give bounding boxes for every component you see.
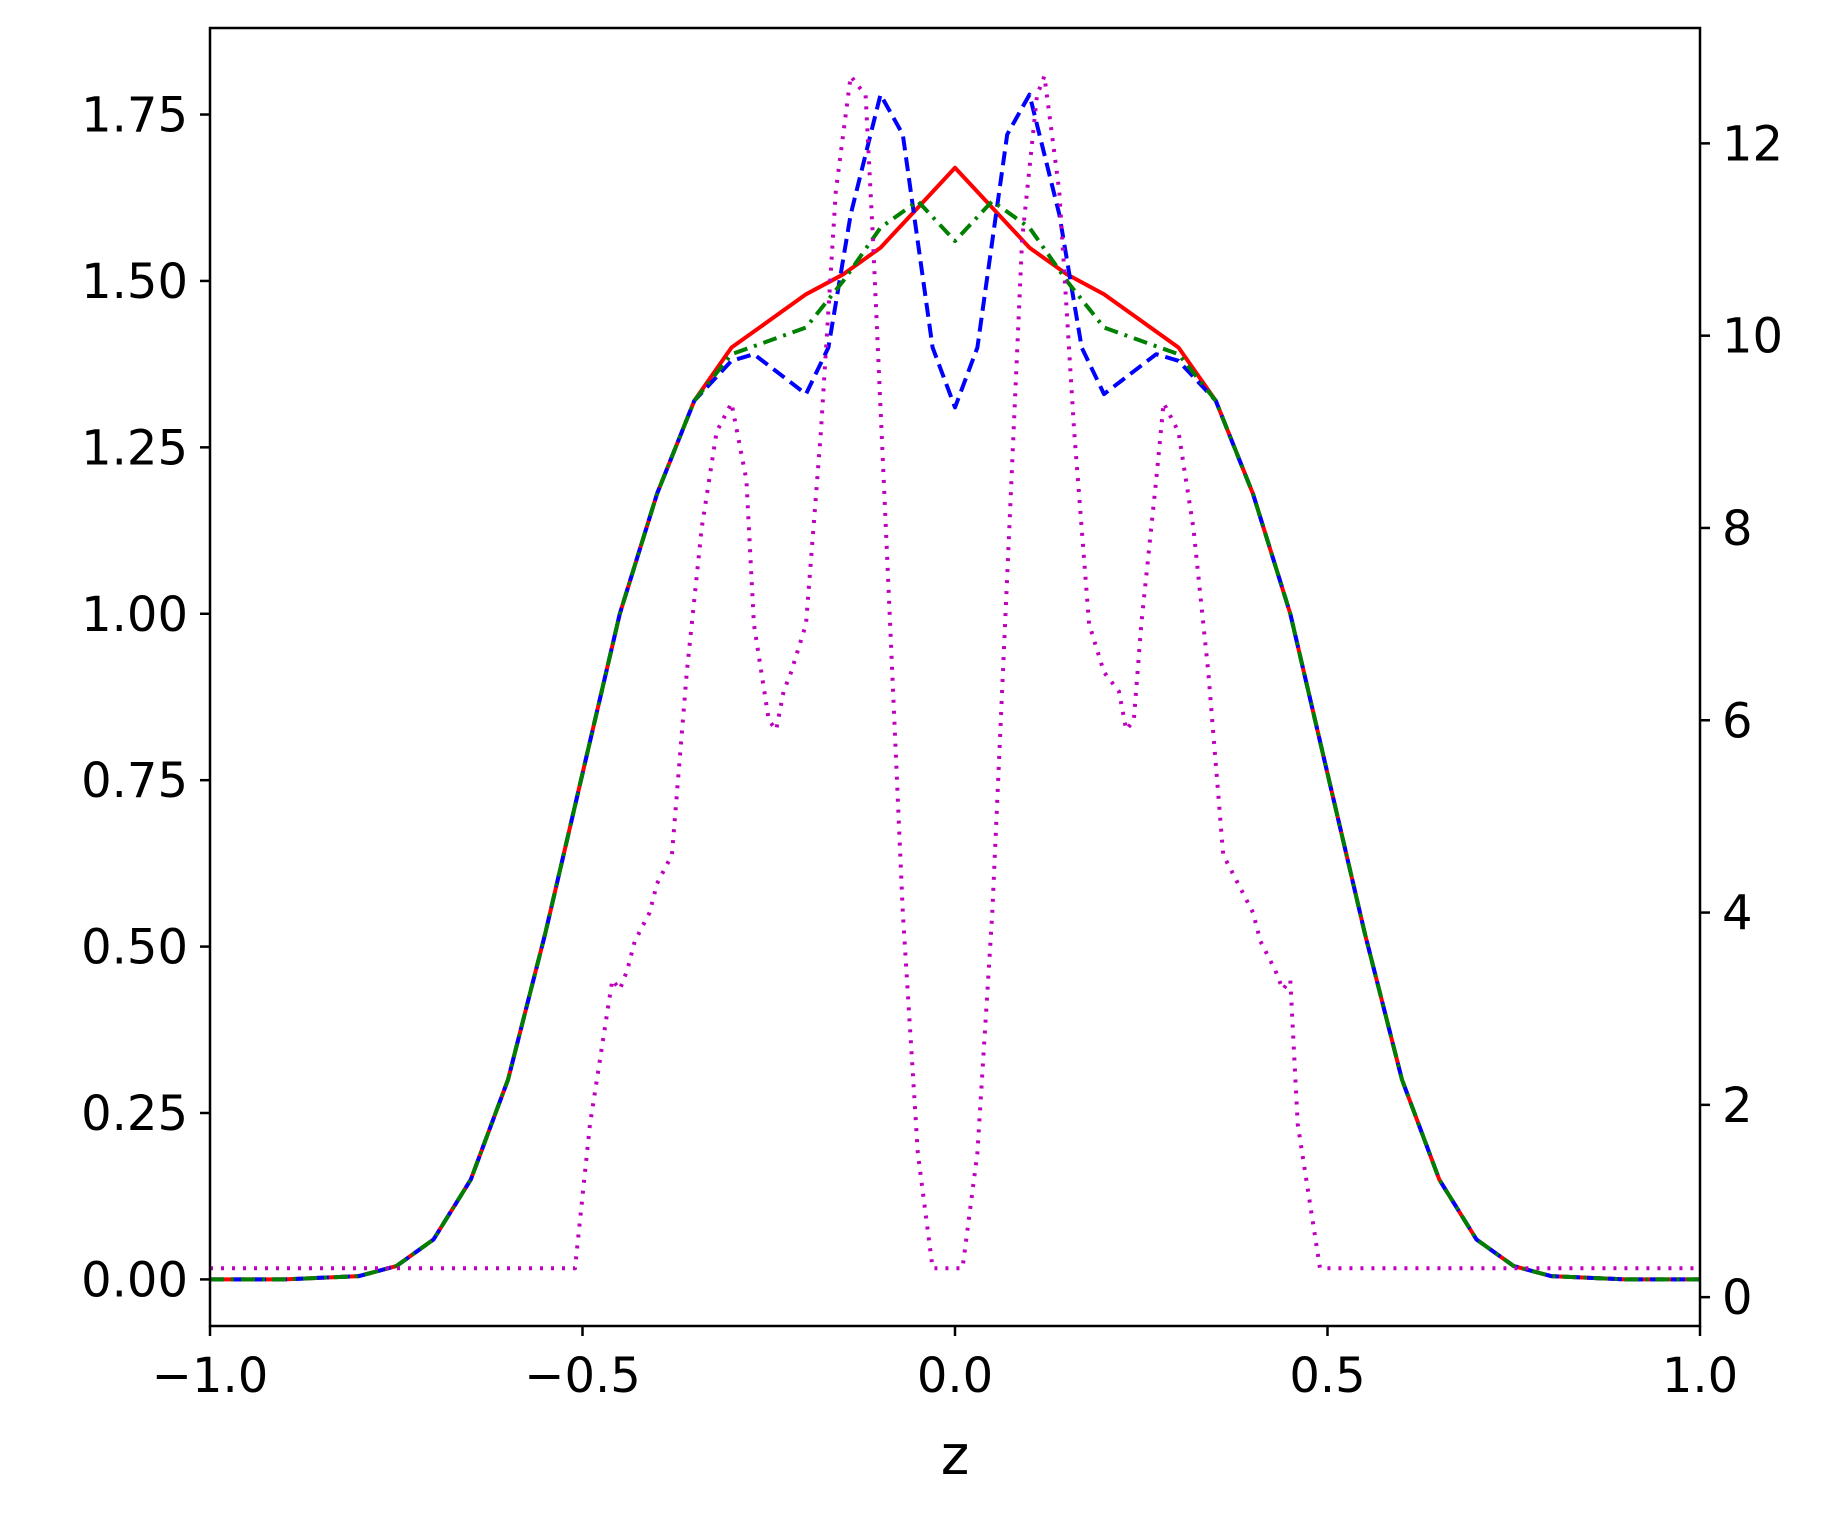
left-y-tick-label: 1.50 [81, 254, 188, 310]
left-y-tick-label: 0.50 [81, 920, 188, 976]
left-y-tick-label: 0.25 [81, 1086, 188, 1142]
right-y-tick-label: 10 [1722, 309, 1783, 365]
right-y-tick-label: 2 [1722, 1078, 1753, 1134]
right-y-tick-label: 0 [1722, 1270, 1753, 1326]
left-y-tick-label: 1.00 [81, 587, 188, 643]
left-y-tick-label: 0.00 [81, 1252, 188, 1308]
x-tick-label: 0.5 [1289, 1348, 1365, 1404]
right-y-tick-label: 4 [1722, 886, 1753, 942]
x-tick-label: −1.0 [152, 1348, 269, 1404]
right-y-tick-label: 12 [1722, 116, 1783, 172]
x-axis: −1.0 −0.5 0.0 0.5 1.0 [152, 1326, 1738, 1404]
series-line-2 [210, 92, 1700, 1282]
left-y-tick-label: 0.75 [81, 753, 188, 809]
x-tick-label: −0.5 [524, 1348, 641, 1404]
right-y-tick-label: 6 [1722, 693, 1753, 749]
left-y-tick-label: 1.75 [81, 88, 188, 144]
x-tick-label: 1.0 [1662, 1348, 1738, 1404]
series-line-3 [210, 199, 1700, 1282]
x-tick-label: 0.0 [917, 1348, 993, 1404]
left-y-tick-label: 1.25 [81, 420, 188, 476]
left-y-axis: 0.00 0.25 0.50 0.75 1.00 1.25 1.50 1.75 [81, 88, 210, 1308]
series-layer [210, 74, 1700, 1282]
x-axis-label: z [941, 1424, 969, 1487]
right-y-axis: 0 2 4 6 8 10 12 [1700, 116, 1783, 1326]
right-y-tick-label: 8 [1722, 501, 1753, 557]
